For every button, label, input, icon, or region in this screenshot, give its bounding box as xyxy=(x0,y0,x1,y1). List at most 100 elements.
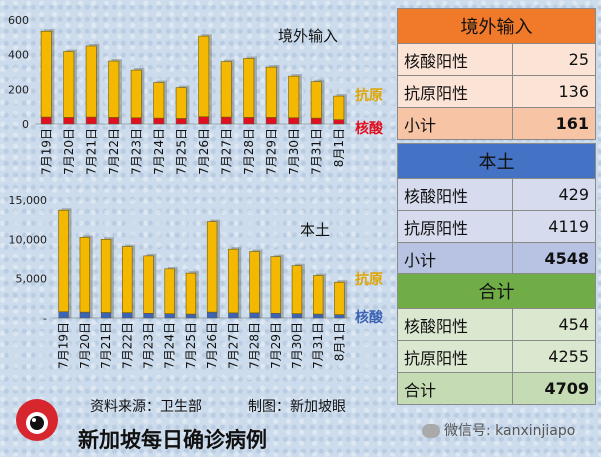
y-tick-label: - xyxy=(43,312,47,325)
chart-title: 本土 xyxy=(300,221,330,239)
table-header: 合计 xyxy=(397,273,596,309)
bar-pcr xyxy=(228,312,239,319)
bar-pcr xyxy=(122,312,133,319)
row-value: 136 xyxy=(512,75,596,108)
maker-label: 制图：新加坡眼 xyxy=(248,399,346,415)
row-value: 4255 xyxy=(512,340,596,373)
legend-pcr: 核酸 xyxy=(355,120,384,137)
x-tick-label: 7月28日 xyxy=(242,128,256,175)
bar-antigen xyxy=(334,281,345,315)
bar-antigen xyxy=(100,239,112,313)
y-tick-label: 15,000 xyxy=(9,194,48,207)
subtotal-value: 4548 xyxy=(512,242,596,275)
x-tick-label: 7月21日 xyxy=(99,322,113,369)
row-value: 454 xyxy=(512,308,596,341)
x-tick-label: 7月20日 xyxy=(78,322,92,369)
bar-pcr xyxy=(310,117,322,125)
bar-pcr xyxy=(185,313,197,319)
subtotal-label: 小计 xyxy=(397,242,513,275)
watermark: 微信号: kanxinjiapo xyxy=(422,420,575,440)
bar-antigen xyxy=(220,61,232,118)
legend-antigen: 抗原 xyxy=(355,271,383,288)
source-label: 资料来源：卫生部 xyxy=(90,399,202,415)
x-tick-label: 7月30日 xyxy=(290,322,304,369)
table-total: 合计 核酸阳性 454 抗原阳性 4255 合计 4709 xyxy=(397,273,596,405)
row-label: 抗原阳性 xyxy=(397,75,513,108)
bar-pcr xyxy=(243,117,255,125)
watermark-text: 微信号: kanxinjiapo xyxy=(444,423,576,439)
bar-pcr xyxy=(291,313,303,319)
row-value: 25 xyxy=(512,43,596,76)
x-tick-label: 7月23日 xyxy=(141,322,155,369)
x-tick-label: 7月19日 xyxy=(39,128,53,175)
bar-antigen xyxy=(164,268,175,314)
bar-pcr xyxy=(313,313,324,319)
x-tick-label: 7月24日 xyxy=(163,322,177,369)
row-label: 抗原阳性 xyxy=(397,210,513,243)
logo-icon xyxy=(16,399,58,441)
x-tick-label: 7月22日 xyxy=(120,322,134,369)
x-tick-label: 7月23日 xyxy=(129,128,143,175)
x-tick-label: 7月26日 xyxy=(205,322,219,369)
bar-antigen xyxy=(130,69,142,119)
row-label: 核酸阳性 xyxy=(397,308,513,341)
x-tick-label: 7月26日 xyxy=(197,128,211,175)
bar-pcr xyxy=(40,116,52,125)
bar-pcr xyxy=(63,117,75,125)
bar-antigen xyxy=(40,30,52,118)
x-tick-label: 7月31日 xyxy=(309,128,323,175)
bar-antigen xyxy=(206,221,218,313)
x-tick-label: 8月1日 xyxy=(332,322,346,361)
y-tick-label: 400 xyxy=(8,49,29,62)
bar-pcr xyxy=(108,117,120,125)
row-label: 抗原阳性 xyxy=(397,340,513,373)
bar-antigen xyxy=(249,251,260,314)
bar-pcr xyxy=(153,117,165,125)
bar-pcr xyxy=(265,117,277,125)
subtotal-label: 小计 xyxy=(397,107,513,140)
y-tick-label: 0 xyxy=(22,118,29,131)
bar-pcr xyxy=(220,116,232,125)
bar-antigen xyxy=(153,82,165,119)
legend-antigen: 抗原 xyxy=(355,87,383,104)
legend-pcr: 核酸 xyxy=(355,309,384,326)
x-tick-label: 7月24日 xyxy=(152,128,166,175)
bar-antigen xyxy=(243,58,255,118)
bar-antigen xyxy=(310,81,322,119)
bar-antigen xyxy=(175,87,187,119)
bar-pcr xyxy=(85,116,97,125)
x-tick-label: 7月28日 xyxy=(248,322,262,369)
bar-pcr xyxy=(206,311,218,319)
bar-antigen xyxy=(79,237,91,313)
bar-pcr xyxy=(198,116,210,125)
y-tick-label: 5,000 xyxy=(16,273,48,286)
bar-pcr xyxy=(333,119,345,125)
table-header: 境外输入 xyxy=(397,8,596,44)
subtotal-label: 合计 xyxy=(397,372,513,405)
bar-antigen xyxy=(312,275,324,315)
table-local: 本土 核酸阳性 429 抗原阳性 4119 小计 4548 xyxy=(397,143,596,275)
bar-pcr xyxy=(100,312,112,319)
bar-pcr xyxy=(334,314,345,319)
page-title: 新加坡每日确诊病例 xyxy=(78,428,267,452)
row-value: 4119 xyxy=(512,210,596,243)
wechat-icon xyxy=(422,424,440,438)
bar-antigen xyxy=(265,66,277,118)
x-tick-label: 7月22日 xyxy=(107,128,121,175)
bar-antigen xyxy=(143,255,154,314)
bar-antigen xyxy=(228,248,239,314)
bar-pcr xyxy=(175,118,187,125)
x-tick-label: 7月25日 xyxy=(174,128,188,175)
bar-pcr xyxy=(164,313,175,319)
x-tick-label: 8月1日 xyxy=(332,128,346,167)
row-label: 核酸阳性 xyxy=(397,178,513,211)
bar-pcr xyxy=(270,313,281,319)
bar-antigen xyxy=(85,45,97,118)
x-tick-label: 7月29日 xyxy=(264,128,278,175)
bar-antigen xyxy=(108,60,120,118)
x-tick-label: 7月20日 xyxy=(62,128,76,175)
bar-antigen xyxy=(58,209,69,313)
row-label: 核酸阳性 xyxy=(397,43,513,76)
table-header: 本土 xyxy=(397,143,596,179)
